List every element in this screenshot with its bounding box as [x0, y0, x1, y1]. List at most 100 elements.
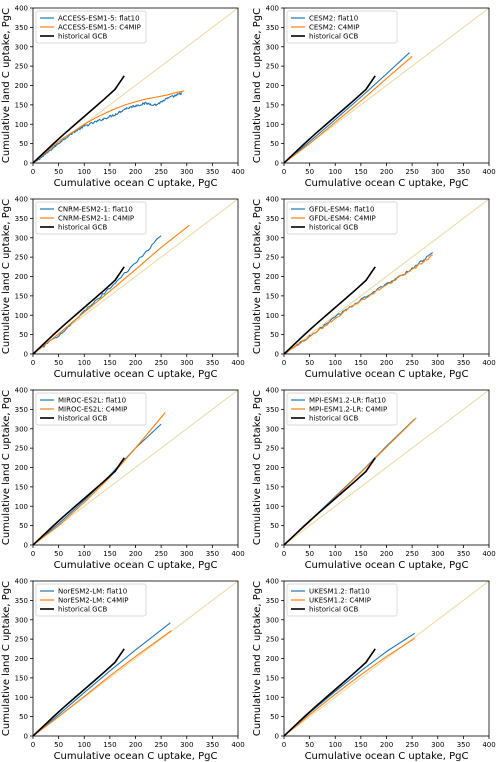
- y-tick-label: 250: [15, 636, 28, 644]
- x-tick-label: 100: [329, 550, 342, 558]
- x-tick-label: 300: [180, 550, 193, 558]
- y-tick-label: 150: [266, 674, 279, 682]
- x-tick-label: 350: [206, 741, 219, 749]
- y-tick-label: 100: [266, 312, 279, 320]
- x-tick-label: 350: [206, 550, 219, 558]
- y-tick-label: 100: [15, 694, 28, 702]
- legend-entry: CNRM-ESM2-1: flat10: [58, 206, 133, 214]
- series-line-c4mip: [33, 412, 166, 545]
- y-tick-label: 400: [15, 196, 28, 204]
- y-tick-label: 150: [266, 292, 279, 300]
- series-line-gcb: [33, 75, 125, 163]
- x-tick-label: 250: [405, 168, 418, 176]
- x-axis-label: Cumulative ocean C uptake, PgC: [54, 751, 218, 762]
- x-tick-label: 250: [154, 741, 167, 749]
- legend-entry: MPI-ESM1.2-LR: C4MIP: [309, 406, 387, 414]
- x-axis-label: Cumulative ocean C uptake, PgC: [54, 560, 218, 571]
- y-tick-label: 300: [266, 43, 279, 51]
- x-tick-label: 50: [54, 550, 63, 558]
- legend-entry: GFDL-ESM4: flat10: [309, 206, 374, 214]
- y-tick-label: 50: [19, 522, 28, 530]
- y-tick-label: 200: [266, 464, 279, 472]
- y-tick-label: 350: [15, 406, 28, 414]
- series-line-c4mip: [284, 56, 413, 163]
- y-axis-label: Cumulative land C uptake, PgC: [1, 199, 12, 354]
- x-tick-label: 200: [129, 550, 142, 558]
- y-tick-label: 150: [15, 101, 28, 109]
- y-axis-label: Cumulative land C uptake, PgC: [252, 390, 263, 545]
- series-line-gcb: [284, 75, 376, 163]
- x-tick-label: 100: [78, 741, 91, 749]
- y-axis-label: Cumulative land C uptake, PgC: [1, 390, 12, 545]
- x-tick-label: 50: [54, 359, 63, 367]
- series-line-gcb: [33, 648, 125, 736]
- series-line-gcb: [33, 266, 125, 354]
- x-tick-label: 300: [180, 359, 193, 367]
- x-axis-label: Cumulative ocean C uptake, PgC: [305, 560, 469, 571]
- chart-panel-3: 0 50 100 150 200 250 300 350 400 0 50 100 150 200 250 3…: [1, 196, 245, 381]
- y-tick-label: 300: [266, 425, 279, 433]
- legend-entry: ACCESS-ESM1-5: C4MIP: [58, 24, 141, 32]
- x-tick-label: 400: [231, 168, 244, 176]
- legend-box: [35, 201, 147, 235]
- series-group: [284, 632, 415, 736]
- x-tick-label: 200: [129, 741, 142, 749]
- x-tick-label: 150: [103, 168, 116, 176]
- one-to-one-line: [283, 580, 490, 737]
- y-tick-label: 50: [270, 713, 279, 721]
- x-tick-label: 350: [206, 359, 219, 367]
- x-tick-label: 0: [31, 550, 35, 558]
- x-tick-label: 50: [305, 550, 314, 558]
- series-line-c4mip: [33, 630, 172, 736]
- x-tick-label: 150: [354, 741, 367, 749]
- x-tick-label: 400: [482, 741, 495, 749]
- x-tick-label: 250: [154, 359, 167, 367]
- x-axis-label: Cumulative ocean C uptake, PgC: [54, 369, 218, 380]
- y-tick-label: 200: [15, 82, 28, 90]
- y-tick-label: 0: [24, 542, 28, 550]
- x-tick-label: 200: [380, 168, 393, 176]
- x-tick-label: 250: [154, 168, 167, 176]
- y-tick-label: 400: [15, 578, 28, 586]
- y-tick-label: 50: [19, 140, 28, 148]
- legend-entry: NorESM2-LM: flat10: [58, 588, 127, 596]
- y-tick-label: 200: [15, 655, 28, 663]
- series-group: [33, 75, 185, 163]
- x-tick-label: 200: [129, 359, 142, 367]
- chart-panel-8: 0 50 100 150 200 250 300 350 400 0 50 100 150 200 250 3…: [252, 578, 496, 762]
- legend-box: [35, 583, 147, 617]
- legend-entry: MIROC-ES2L: flat10: [58, 397, 126, 405]
- y-tick-label: 250: [15, 63, 28, 71]
- y-tick-label: 150: [15, 292, 28, 300]
- series-line-flat10: [33, 622, 171, 736]
- x-tick-label: 0: [31, 741, 35, 749]
- chart-panel-4: 0 50 100 150 200 250 300 350 400 0 50 100 150 200 250 3…: [252, 196, 496, 381]
- series-group: [284, 417, 417, 545]
- y-tick-label: 100: [266, 121, 279, 129]
- legend-entry: historical GCB: [309, 606, 358, 614]
- y-tick-label: 250: [15, 254, 28, 262]
- x-tick-label: 200: [380, 741, 393, 749]
- y-axis-label: Cumulative land C uptake, PgC: [252, 199, 263, 354]
- x-tick-label: 50: [305, 359, 314, 367]
- y-tick-label: 300: [15, 616, 28, 624]
- y-tick-label: 50: [270, 140, 279, 148]
- y-tick-label: 100: [266, 694, 279, 702]
- y-tick-label: 350: [266, 597, 279, 605]
- y-tick-label: 200: [266, 655, 279, 663]
- legend-entry: ACCESS-ESM1-5: flat10: [58, 15, 140, 23]
- y-tick-label: 250: [266, 636, 279, 644]
- legend-entry: historical GCB: [58, 33, 107, 41]
- y-tick-label: 350: [266, 215, 279, 223]
- series-line-c4mip: [284, 637, 415, 736]
- y-tick-label: 300: [15, 425, 28, 433]
- legend-entry: CESM2: flat10: [309, 15, 358, 23]
- x-tick-label: 0: [31, 168, 35, 176]
- y-axis-label: Cumulative land C uptake, PgC: [252, 8, 263, 163]
- legend-box: [35, 392, 147, 426]
- y-tick-label: 300: [15, 43, 28, 51]
- legend-entry: historical GCB: [58, 415, 107, 423]
- y-tick-label: 300: [266, 616, 279, 624]
